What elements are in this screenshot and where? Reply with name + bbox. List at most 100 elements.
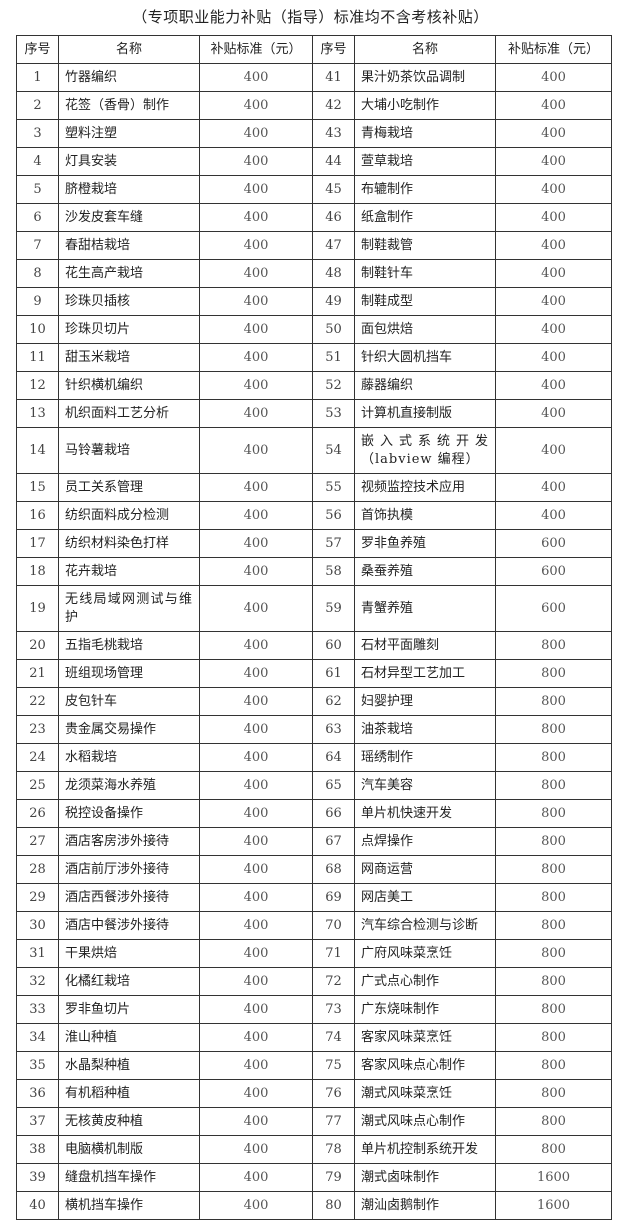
item-name: 网店美工 — [354, 883, 496, 912]
item-name: 计算机直接制版 — [354, 399, 496, 428]
row-number: 78 — [312, 1135, 355, 1164]
row-number: 39 — [16, 1163, 59, 1192]
row-number: 62 — [312, 687, 355, 716]
header-no: 序号 — [312, 35, 355, 64]
item-name: 布辘制作 — [354, 175, 496, 204]
row-number: 69 — [312, 883, 355, 912]
subsidy-amount: 400 — [199, 743, 313, 772]
row-number: 53 — [312, 399, 355, 428]
item-name: 皮包针车 — [58, 687, 200, 716]
item-name: 花卉栽培 — [58, 557, 200, 586]
row-number: 28 — [16, 855, 59, 884]
table-row: 34 淮山种植 400 74 客家风味菜烹饪 800 — [16, 1023, 612, 1052]
table-row: 29 酒店西餐涉外接待 400 69 网店美工 800 — [16, 883, 612, 912]
row-number: 7 — [16, 231, 59, 260]
row-number: 40 — [16, 1191, 59, 1220]
subsidy-amount: 800 — [495, 1051, 612, 1080]
row-number: 19 — [16, 585, 59, 632]
subsidy-amount: 400 — [199, 427, 313, 474]
subsidy-amount: 800 — [495, 1079, 612, 1108]
item-name: 花生高产栽培 — [58, 259, 200, 288]
row-number: 54 — [312, 427, 355, 474]
row-number: 48 — [312, 259, 355, 288]
row-number: 57 — [312, 529, 355, 558]
table-row: 35 水晶梨种植 400 75 客家风味点心制作 800 — [16, 1051, 612, 1080]
row-number: 18 — [16, 557, 59, 586]
row-number: 66 — [312, 799, 355, 828]
item-name: 甜玉米栽培 — [58, 343, 200, 372]
subsidy-amount: 400 — [199, 119, 313, 148]
row-number: 74 — [312, 1023, 355, 1052]
subsidy-amount: 400 — [199, 771, 313, 800]
table-row: 18 花卉栽培 400 58 桑蚕养殖 600 — [16, 557, 612, 586]
item-name: 面包烘焙 — [354, 315, 496, 344]
table-row: 19 无线局域网测试与维护 400 59 青蟹养殖 600 — [16, 585, 612, 632]
item-name: 五指毛桃栽培 — [58, 631, 200, 660]
header-no: 序号 — [16, 35, 59, 64]
item-name: 针织横机编织 — [58, 371, 200, 400]
item-name: 缝盘机挡车操作 — [58, 1163, 200, 1192]
subsidy-amount: 800 — [495, 883, 612, 912]
table-row: 33 罗非鱼切片 400 73 广东烧味制作 800 — [16, 995, 612, 1024]
table-row: 21 班组现场管理 400 61 石材异型工艺加工 800 — [16, 659, 612, 688]
item-name: 纸盒制作 — [354, 203, 496, 232]
item-name: 酒店客房涉外接待 — [58, 827, 200, 856]
item-name: 制鞋针车 — [354, 259, 496, 288]
table-header-row: 序号 名称 补贴标准（元） 序号 名称 补贴标准（元） — [16, 35, 612, 64]
table-row: 23 贵金属交易操作 400 63 油茶栽培 800 — [16, 715, 612, 744]
subsidy-amount: 400 — [495, 399, 612, 428]
subsidy-amount: 400 — [199, 1079, 313, 1108]
item-name: 藤器编织 — [354, 371, 496, 400]
subsidy-amount: 800 — [495, 911, 612, 940]
subsidy-amount: 400 — [199, 855, 313, 884]
subsidy-amount: 800 — [495, 855, 612, 884]
subsidy-amount: 400 — [199, 687, 313, 716]
item-name: 石材平面雕刻 — [354, 631, 496, 660]
table-row: 38 电脑横机制版 400 78 单片机控制系统开发 800 — [16, 1135, 612, 1164]
subsidy-amount: 400 — [199, 557, 313, 586]
subsidy-amount: 400 — [199, 231, 313, 260]
item-name: 针织大圆机挡车 — [354, 343, 496, 372]
subsidy-amount: 400 — [199, 715, 313, 744]
row-number: 67 — [312, 827, 355, 856]
row-number: 31 — [16, 939, 59, 968]
subsidy-amount: 400 — [199, 631, 313, 660]
row-number: 44 — [312, 147, 355, 176]
item-name: 视频监控技术应用 — [354, 473, 496, 502]
table-row: 31 干果烘焙 400 71 广府风味菜烹饪 800 — [16, 939, 612, 968]
row-number: 24 — [16, 743, 59, 772]
subsidy-amount: 400 — [199, 343, 313, 372]
subsidy-amount: 400 — [199, 529, 313, 558]
subsidy-amount: 400 — [199, 473, 313, 502]
table-row: 17 纺织材料染色打样 400 57 罗非鱼养殖 600 — [16, 529, 612, 558]
row-number: 22 — [16, 687, 59, 716]
table-row: 22 皮包针车 400 62 妇婴护理 800 — [16, 687, 612, 716]
subsidy-amount: 400 — [199, 175, 313, 204]
subsidy-amount: 400 — [199, 91, 313, 120]
subsidy-amount: 400 — [199, 883, 313, 912]
subsidy-amount: 400 — [495, 231, 612, 260]
table-row: 39 缝盘机挡车操作 400 79 潮式卤味制作 1600 — [16, 1163, 612, 1192]
row-number: 17 — [16, 529, 59, 558]
item-name: 点焊操作 — [354, 827, 496, 856]
item-name: 酒店中餐涉外接待 — [58, 911, 200, 940]
subsidy-amount: 400 — [495, 119, 612, 148]
row-number: 46 — [312, 203, 355, 232]
item-name: 机织面料工艺分析 — [58, 399, 200, 428]
subsidy-amount: 400 — [199, 659, 313, 688]
table-row: 32 化橘红栽培 400 72 广式点心制作 800 — [16, 967, 612, 996]
table-row: 8 花生高产栽培 400 48 制鞋针车 400 — [16, 259, 612, 288]
item-name: 沙发皮套车缝 — [58, 203, 200, 232]
item-name: 石材异型工艺加工 — [354, 659, 496, 688]
row-number: 56 — [312, 501, 355, 530]
subsidy-amount: 400 — [199, 371, 313, 400]
row-number: 5 — [16, 175, 59, 204]
item-name: 萱草栽培 — [354, 147, 496, 176]
table-row: 15 员工关系管理 400 55 视频监控技术应用 400 — [16, 473, 612, 502]
table-row: 26 税控设备操作 400 66 单片机快速开发 800 — [16, 799, 612, 828]
table-row: 16 纺织面料成分检测 400 56 首饰执模 400 — [16, 501, 612, 530]
item-name: 潮汕卤鹅制作 — [354, 1191, 496, 1220]
subsidy-amount: 400 — [199, 1163, 313, 1192]
table-row: 4 灯具安装 400 44 萱草栽培 400 — [16, 147, 612, 176]
row-number: 29 — [16, 883, 59, 912]
